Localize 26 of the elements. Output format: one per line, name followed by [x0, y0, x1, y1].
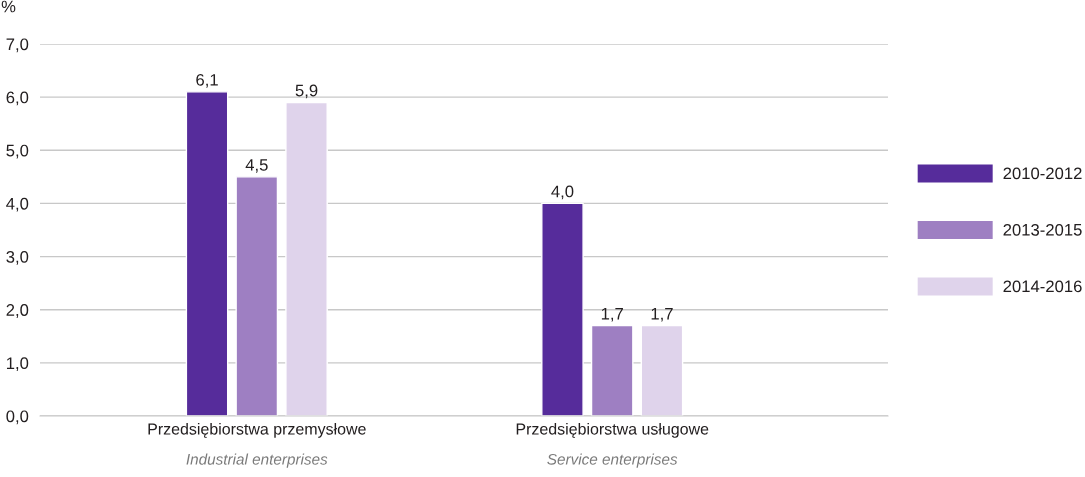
- data-label: 1,7: [651, 307, 673, 322]
- category-label: Przedsiębiorstwa usługowe Service enterprises: [516, 422, 709, 468]
- y-tick-label: 7,0: [6, 38, 29, 53]
- y-axis-title: %: [1, 0, 16, 13]
- bar: [640, 324, 684, 416]
- legend-label: 2014-2016: [1003, 280, 1082, 293]
- y-tick-label: 1,0: [6, 357, 29, 372]
- bar: [285, 101, 328, 416]
- data-label: 1,7: [601, 307, 623, 322]
- bar: [235, 176, 279, 416]
- data-label: 4,0: [551, 185, 574, 200]
- y-tick-label: 3,0: [6, 250, 29, 265]
- y-tick-label: 2,0: [6, 304, 29, 318]
- data-label: 6,1: [196, 73, 218, 88]
- data-label: 4,5: [245, 159, 268, 173]
- bar: [541, 202, 584, 416]
- legend-label: 2010-2012: [1003, 167, 1082, 180]
- bar: [185, 91, 229, 416]
- category-label: Przedsiębiorstwa przemysłowe Industrial enterprises: [148, 422, 366, 468]
- y-tick-label: 5,0: [6, 144, 29, 159]
- data-label: 5,9: [295, 84, 318, 99]
- y-tick-label: 6,0: [6, 91, 29, 106]
- legend-label: 2013-2015: [1003, 223, 1082, 236]
- y-tick-label: 0,0: [6, 410, 29, 425]
- bar: [590, 324, 634, 416]
- y-tick-label: 4,0: [6, 197, 29, 212]
